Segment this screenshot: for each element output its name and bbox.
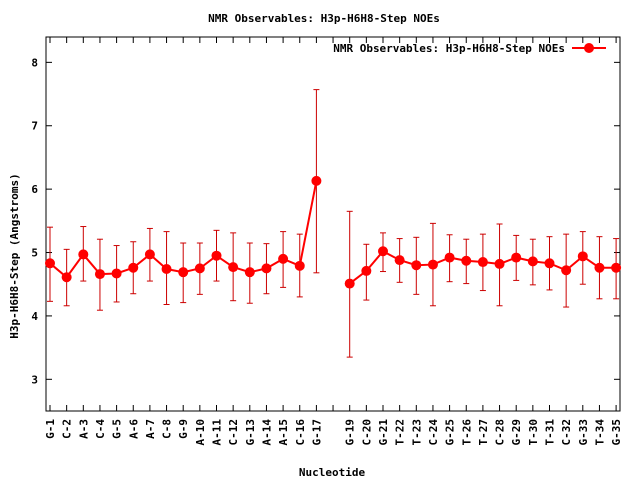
x-tick-label: A-14: [260, 419, 273, 446]
x-tick-label: G-35: [610, 419, 623, 446]
data-point: [211, 250, 222, 261]
x-tick-label: A-7: [144, 419, 157, 439]
x-tick-label: C-8: [161, 419, 174, 439]
x-tick-label: C-4: [94, 419, 107, 439]
x-tick-label: G-19: [344, 419, 357, 446]
legend-marker-swatch: [584, 43, 594, 53]
x-tick-label: T-34: [593, 419, 606, 446]
data-point: [194, 263, 205, 274]
y-tick-label: 4: [31, 310, 38, 323]
data-point: [427, 259, 438, 270]
data-point: [527, 256, 538, 267]
data-point: [544, 258, 555, 269]
data-point: [228, 262, 239, 273]
data-point: [394, 255, 405, 266]
x-tick-label: G-9: [177, 419, 190, 439]
data-point: [244, 267, 255, 278]
y-tick-label: 3: [31, 373, 38, 386]
data-point: [444, 252, 455, 263]
data-point: [594, 262, 605, 273]
data-point: [78, 249, 89, 260]
plot-frame: [45, 36, 621, 412]
data-point: [45, 258, 55, 269]
y-tick-label: 8: [31, 56, 38, 69]
data-point: [144, 249, 155, 260]
x-tick-label: C-20: [360, 419, 373, 446]
data-point: [161, 264, 172, 275]
x-tick-label: G-21: [377, 419, 390, 446]
y-tick-label: 5: [31, 247, 38, 260]
x-tick-label: G-33: [577, 419, 590, 446]
x-tick-label: C-32: [560, 419, 573, 446]
x-tick-label: G-1: [44, 419, 57, 439]
data-point: [494, 258, 505, 269]
data-point: [378, 246, 388, 257]
data-point: [611, 262, 622, 273]
x-tick-label: C-24: [427, 419, 440, 446]
x-axis-label: Nucleotide: [299, 466, 366, 479]
data-point: [461, 255, 472, 266]
data-point: [561, 265, 572, 276]
data-point: [511, 252, 522, 263]
x-tick-label: A-11: [211, 419, 224, 446]
x-tick-label: T-27: [477, 419, 490, 446]
x-tick-label: C-2: [61, 419, 74, 439]
x-tick-label: G-17: [310, 419, 323, 446]
data-point: [361, 265, 372, 276]
x-tick-label: T-26: [460, 419, 473, 446]
data-point: [61, 272, 72, 283]
x-tick-label: C-28: [494, 419, 507, 446]
legend-label: NMR Observables: H3p-H6H8-Step NOEs: [333, 42, 565, 55]
y-axis-label: H3p-H6H8-Step (Angstroms): [8, 173, 21, 339]
data-point: [344, 278, 355, 289]
data-point: [311, 175, 322, 186]
legend: NMR Observables: H3p-H6H8-Step NOEs: [333, 42, 606, 55]
x-tick-label: C-16: [294, 419, 307, 446]
data-point: [178, 267, 189, 278]
x-tick-label: T-31: [544, 419, 557, 446]
x-tick-label: T-22: [394, 419, 407, 446]
data-point: [94, 269, 105, 280]
data-point: [477, 257, 488, 268]
chart-title: NMR Observables: H3p-H6H8-Step NOEs: [208, 12, 440, 25]
x-tick-label: G-13: [244, 419, 257, 446]
x-tick-label: G-25: [444, 419, 457, 446]
x-tick-label: A-15: [277, 419, 290, 446]
x-tick-label: A-10: [194, 419, 207, 446]
data-point: [294, 260, 305, 271]
data-point: [128, 262, 139, 273]
data-point: [261, 263, 272, 274]
x-tick-label: G-5: [111, 419, 124, 439]
data-point: [111, 268, 122, 279]
x-tick-label: G-29: [510, 419, 523, 446]
x-tick-label: T-30: [527, 419, 540, 446]
x-tick-label: A-3: [77, 419, 90, 439]
x-tick-label: C-12: [227, 419, 240, 446]
y-tick-label: 6: [31, 183, 38, 196]
data-point: [577, 251, 588, 262]
data-point: [278, 253, 289, 264]
x-tick-label: T-23: [410, 419, 423, 446]
data-point: [411, 260, 422, 271]
y-tick-label: 7: [31, 120, 38, 133]
x-tick-label: A-6: [127, 419, 140, 439]
